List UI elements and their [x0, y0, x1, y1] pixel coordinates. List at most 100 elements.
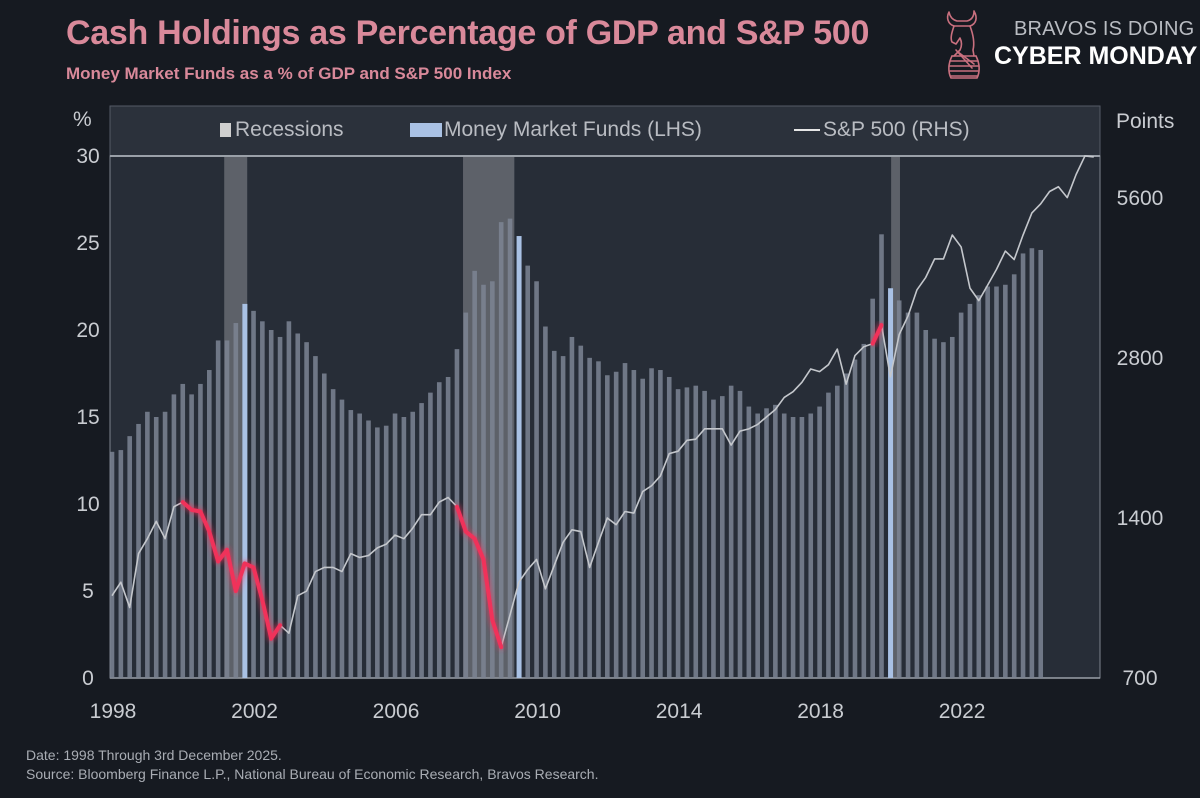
x-axis-tick-label: 2014 — [656, 700, 703, 723]
money-market-swatch — [410, 123, 442, 137]
right-axis-tick-label: 1400 — [1117, 507, 1164, 530]
left-axis-unit-label: % — [73, 108, 92, 131]
sp500-drawdown-segment-0 — [180, 500, 283, 641]
mmf-bar — [914, 312, 920, 678]
bull-chess-knight-icon — [946, 10, 980, 79]
mmf-bar — [224, 340, 230, 678]
mmf-bar — [313, 356, 318, 678]
mmf-bar — [339, 399, 345, 678]
mmf-bar — [605, 375, 610, 678]
mmf-bar — [454, 349, 460, 678]
mmf-bar — [463, 312, 469, 678]
promo-line-2[interactable]: CYBER MONDAY — [994, 42, 1198, 70]
right-axis-tick-label: 5600 — [1117, 187, 1164, 210]
x-axis-tick-label: 2006 — [373, 700, 420, 723]
mmf-bar — [1003, 284, 1008, 678]
mmf-bar — [1029, 248, 1035, 678]
mmf-bar — [198, 383, 203, 678]
mmf-bar — [852, 359, 858, 678]
mmf-bar — [410, 411, 416, 678]
x-axis-tick-label: 2010 — [514, 700, 561, 723]
mmf-bar — [171, 394, 177, 678]
mmf-bar — [543, 326, 548, 678]
recession-band-2 — [891, 157, 900, 678]
mmf-bar — [746, 406, 752, 678]
mmf-bar — [923, 330, 929, 678]
mmf-bar — [277, 336, 283, 678]
mmf-bar — [180, 383, 186, 678]
mmf-bar — [498, 222, 504, 678]
recession-swatch — [220, 123, 231, 137]
footer-date: Date: 1998 Through 3rd December 2025. — [26, 747, 282, 763]
mmf-bar — [932, 338, 937, 678]
mmf-bar — [693, 385, 699, 678]
mmf-bar — [233, 323, 239, 678]
legend-label-sp500: S&P 500 (RHS) — [823, 118, 970, 141]
mmf-bar — [304, 342, 309, 678]
x-axis-tick-label: 1998 — [90, 700, 137, 723]
mmf-bar — [251, 310, 256, 678]
mmf-bar — [268, 330, 274, 678]
mmf-bar — [507, 218, 513, 678]
x-axis-tick-label: 2022 — [939, 700, 986, 723]
sp500-drawdown-segment-2 — [870, 323, 884, 346]
mmf-bar — [260, 321, 265, 678]
x-axis-tick-label: 2018 — [797, 700, 844, 723]
legend-sp500: S&P 500 (RHS) — [794, 118, 970, 142]
mmf-bar — [799, 417, 805, 678]
mmf-bar — [206, 370, 212, 678]
mmf-bar — [949, 336, 955, 678]
mmf-bar — [525, 265, 531, 678]
left-axis-tick-label: 20 — [76, 319, 99, 342]
mmf-bar — [436, 382, 442, 678]
mmf-bar — [118, 450, 124, 678]
mmf-bar — [286, 321, 292, 678]
mmf-bar — [896, 300, 902, 678]
mmf-bar — [392, 413, 398, 678]
mmf-bar — [994, 286, 999, 678]
mmf-bar — [1020, 253, 1026, 678]
left-axis-tick-label: 0 — [82, 667, 94, 690]
mmf-bar — [401, 417, 407, 678]
mmf-bar — [383, 425, 389, 678]
mmf-bar — [834, 385, 840, 678]
sp500-drawdown-segment-1 — [454, 504, 504, 650]
mmf-bar-highlight — [242, 303, 248, 678]
mmf-bar — [445, 376, 451, 678]
mmf-bar — [684, 387, 690, 678]
mmf-bar-highlight — [516, 236, 522, 679]
mmf-bar — [941, 342, 946, 678]
mmf-bar — [596, 361, 601, 678]
mmf-bar — [587, 357, 592, 678]
right-axis-unit-label: Points — [1116, 110, 1175, 133]
mmf-bar — [861, 343, 867, 678]
mmf-bar — [162, 411, 168, 678]
mmf-bar — [534, 281, 539, 678]
left-axis-tick-label: 15 — [76, 406, 99, 429]
mmf-bar — [109, 451, 115, 678]
mmf-bar — [481, 284, 486, 678]
mmf-bar — [1011, 274, 1017, 678]
mmf-bar — [675, 389, 681, 678]
mmf-bar — [472, 270, 477, 678]
mmf-bar — [870, 298, 875, 678]
mmf-bar — [330, 389, 336, 678]
mmf-bar — [817, 406, 822, 678]
mmf-bar — [773, 404, 778, 678]
mmf-bar — [702, 390, 707, 678]
mmf-bar — [879, 234, 884, 679]
mmf-bar — [631, 370, 637, 678]
legend: Recessions Money Market Funds (LHS) S&P … — [110, 106, 1100, 154]
mmf-bar — [967, 303, 973, 678]
mmf-bar — [622, 363, 628, 678]
mmf-bar — [490, 281, 495, 678]
mmf-bar — [666, 376, 672, 678]
mmf-bar — [375, 427, 380, 678]
promo-line-1: BRAVOS IS DOING — [1014, 18, 1195, 40]
x-axis-tick-label: 2002 — [231, 700, 278, 723]
left-axis-tick-label: 5 — [82, 580, 94, 603]
mmf-bar — [826, 392, 831, 678]
mmf-bar — [728, 385, 734, 678]
right-axis-tick-label: 2800 — [1117, 347, 1164, 370]
